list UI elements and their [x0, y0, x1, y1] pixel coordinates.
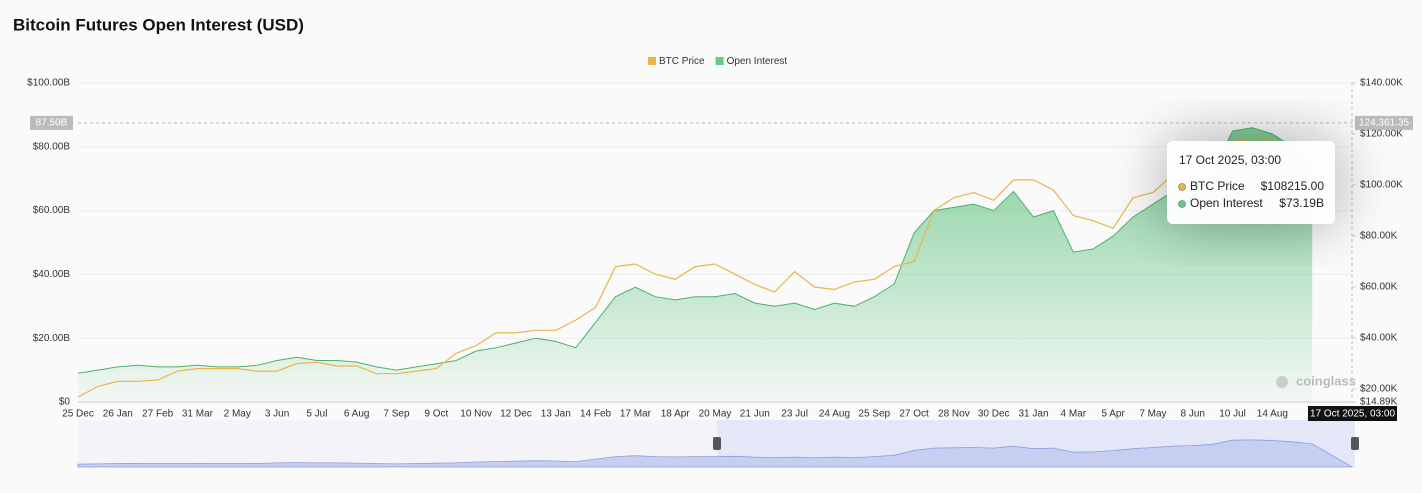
y-tick-label: $60.00B	[33, 205, 71, 216]
x-tick-label: 14 Aug	[1257, 409, 1288, 420]
x-tick-label: 17 Mar	[620, 409, 652, 420]
y2-tick-label: $14.89K	[1360, 397, 1398, 408]
x-tick-label: 9 Oct	[424, 409, 448, 420]
legend-swatch	[648, 57, 656, 65]
y-tick-label: $100.00B	[27, 78, 70, 89]
y2-tick-label: $80.00K	[1360, 231, 1398, 242]
tooltip-dot	[1178, 183, 1186, 191]
y-tick-label: $40.00B	[33, 269, 71, 280]
x-tick-label: 23 Jul	[781, 409, 808, 420]
tooltip-name: BTC Price	[1190, 179, 1245, 193]
x-tick-label: 26 Jan	[103, 409, 133, 420]
x-tick-label: 27 Oct	[899, 409, 929, 420]
watermark: coinglass	[1296, 373, 1356, 388]
crosshair-x-box	[1308, 406, 1397, 421]
y2-tick-label: $40.00K	[1360, 333, 1398, 344]
x-tick-label: 6 Aug	[344, 409, 370, 420]
x-tick-label: 12 Dec	[500, 409, 532, 420]
watermark-icon	[1276, 376, 1288, 388]
crosshair-y2-label: 124,361.35	[1359, 118, 1409, 129]
y2-tick-label: $120.00K	[1360, 129, 1403, 140]
tooltip-dot	[1178, 200, 1186, 208]
x-tick-label: 7 Sep	[383, 409, 410, 420]
x-tick-label: 13 Jan	[541, 409, 571, 420]
x-tick-label: 31 Jan	[1018, 409, 1048, 420]
chart-title: Bitcoin Futures Open Interest (USD)	[13, 15, 304, 34]
tooltip-name: Open Interest	[1190, 196, 1263, 210]
line	[77, 127, 1313, 374]
x-tick-label: 5 Jul	[306, 409, 327, 420]
x-tick-label: 8 Jun	[1181, 409, 1205, 420]
legend-label: Open Interest	[727, 56, 788, 67]
x-tick-label: 18 Apr	[661, 409, 691, 420]
x-tick-label: 5 Apr	[1101, 409, 1125, 420]
y2-tick-label: $20.00K	[1360, 384, 1398, 395]
x-tick-label: 10 Jul	[1219, 409, 1246, 420]
y-tick-label: $80.00B	[33, 141, 71, 152]
x-tick-label: 4 Mar	[1061, 409, 1087, 420]
crosshair-y-label: 87.50B	[36, 118, 68, 129]
legend-swatch	[715, 57, 724, 65]
x-tick-label: 27 Feb	[142, 409, 174, 420]
x-tick-label: 25 Sep	[858, 409, 890, 420]
tooltip-value: $108215.00	[1261, 179, 1325, 193]
x-tick-label: 31 Mar	[182, 409, 214, 420]
crosshair-x-label: 17 Oct 2025, 03:00	[1310, 409, 1396, 420]
tooltip	[1167, 141, 1335, 224]
x-tick-label: 2 May	[224, 409, 251, 420]
legend-label: BTC Price	[659, 56, 705, 67]
x-tick-label: 3 Jun	[265, 409, 289, 420]
crosshair-y2-box	[1355, 115, 1413, 130]
y2-tick-label: $100.00K	[1360, 180, 1403, 191]
y2-tick-label: $140.00K	[1360, 78, 1403, 89]
navigator-handle	[713, 437, 721, 450]
x-tick-label: 24 Aug	[819, 409, 850, 420]
tooltip-value: $73.19B	[1279, 196, 1324, 210]
x-tick-label: 30 Dec	[978, 409, 1010, 420]
x-tick-label: 25 Dec	[62, 409, 94, 420]
x-tick-label: 28 Nov	[938, 409, 970, 420]
y-tick-label: $20.00B	[33, 333, 71, 344]
x-tick-label: 7 May	[1139, 409, 1166, 420]
y2-tick-label: $60.00K	[1360, 282, 1398, 293]
tooltip-title: 17 Oct 2025, 03:00	[1179, 153, 1281, 167]
line	[77, 138, 1313, 398]
navigator-handle	[1351, 437, 1359, 450]
x-tick-label: 10 Nov	[460, 409, 492, 420]
navigator-area	[77, 439, 1354, 468]
x-tick-label: 14 Feb	[580, 409, 612, 420]
area	[78, 127, 1313, 402]
crosshair-y-box	[30, 115, 73, 130]
x-tick-label: 20 May	[699, 409, 732, 420]
x-tick-label: 21 Jun	[740, 409, 770, 420]
y-tick-label: $0	[59, 397, 71, 408]
